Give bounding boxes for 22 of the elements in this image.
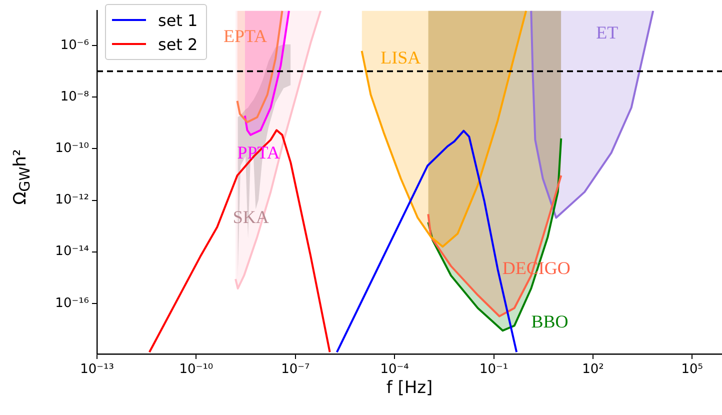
x-tick-label: 10⁵: [681, 362, 704, 378]
y-tick-label: 10⁻⁸: [60, 89, 89, 104]
x-tick-label: 10⁻¹: [479, 362, 508, 378]
series-label: LISA: [380, 47, 421, 68]
legend-label: set 1: [158, 10, 198, 30]
series-label: DECIGO: [502, 258, 570, 278]
x-tick-label: 10⁻¹³: [80, 362, 114, 378]
x-tick-label: 10⁻⁷: [281, 362, 310, 378]
y-tick-label: 10⁻¹⁴: [55, 244, 89, 260]
legend-label: set 2: [158, 34, 198, 54]
x-tick-label: 10⁻⁴: [380, 362, 409, 378]
series-label: SKA: [232, 207, 269, 228]
y-tick-label: 10⁻¹⁰: [55, 141, 89, 156]
x-axis-title: f [Hz]: [385, 378, 434, 398]
x-tick-label: 10⁻¹⁰: [179, 362, 214, 378]
series-label: EPTA: [223, 26, 268, 46]
x-tick-label: 10²: [582, 362, 604, 378]
series-label: BBO: [531, 311, 568, 332]
y-tick-label: 10⁻¹²: [55, 192, 89, 208]
y-tick-label: 10⁻⁶: [60, 38, 89, 53]
y-tick-label: 10⁻¹⁶: [55, 296, 89, 311]
series-label: ET: [596, 22, 618, 42]
